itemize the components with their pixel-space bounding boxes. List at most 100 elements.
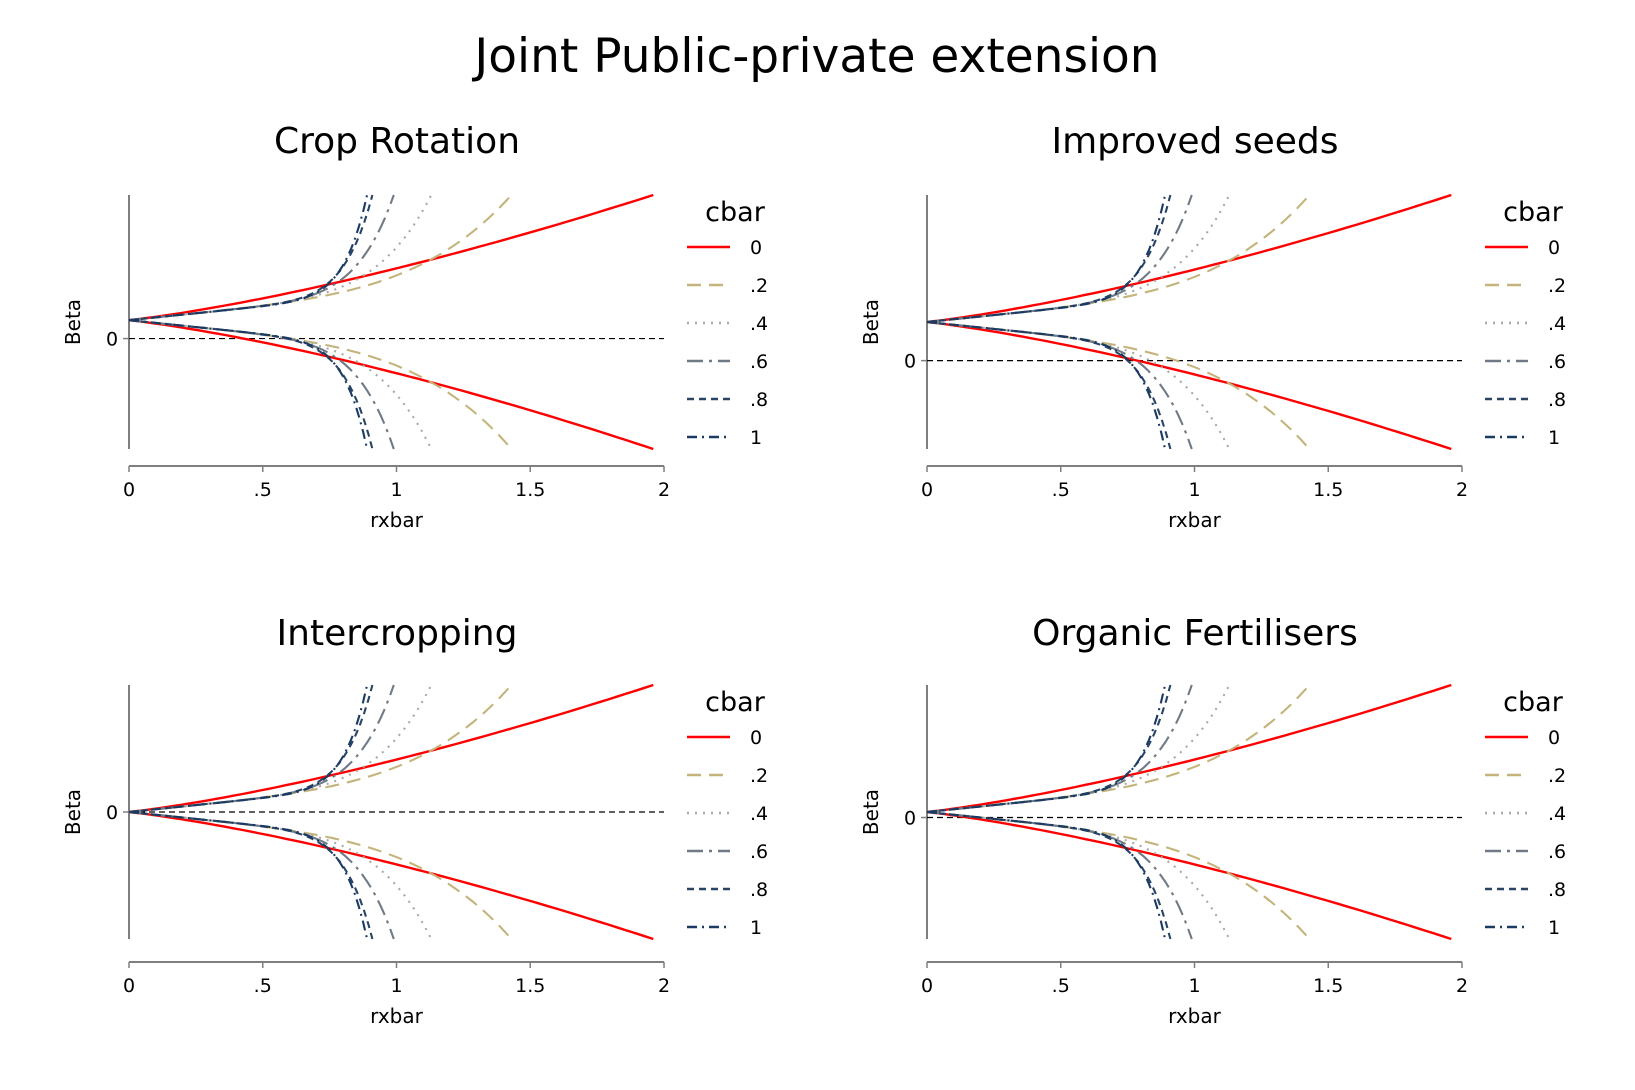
- series-line-cbar-p4-upper: [128, 194, 433, 322]
- series-line-cbar-0-upper: [128, 193, 654, 322]
- legend: cbar 0 .2 .4 .6 .8 1: [1485, 197, 1566, 449]
- series-line-cbar-0-upper: [926, 683, 1452, 814]
- series-line-cbar-p8-lower: [926, 320, 1172, 450]
- series-line-cbar-p6-upper: [128, 684, 395, 814]
- series-line-cbar-p2-lower: [926, 810, 1311, 940]
- panel-4: Organic Fertilisers 0 Beta 0 .5 1 1.5 2 rxbar cba…: [859, 613, 1566, 1028]
- series-line-cbar-0-lower: [128, 319, 654, 451]
- series-line-cbar-p8-lower: [926, 810, 1172, 940]
- series-line-cbar-0-lower: [926, 810, 1452, 941]
- y-axis-label: Beta: [859, 789, 883, 835]
- x-tick-label: 1.5: [1313, 479, 1343, 501]
- series-line-cbar-1-lower: [128, 810, 369, 940]
- legend-label: .8: [750, 389, 768, 411]
- series-line-cbar-p4-lower: [926, 320, 1231, 450]
- legend: cbar 0 .2 .4 .6 .8 1: [687, 687, 768, 939]
- series-line-cbar-p6-upper: [128, 194, 395, 322]
- x-tick-label: 1: [1188, 479, 1200, 501]
- legend-label: .2: [750, 765, 768, 787]
- series-line-cbar-p4-upper: [926, 684, 1231, 814]
- x-tick-label: 1: [1188, 975, 1200, 997]
- series-line-cbar-1-upper: [926, 194, 1167, 324]
- legend-label: .8: [1548, 879, 1566, 901]
- series-line-cbar-p8-lower: [128, 319, 374, 450]
- x-tick-label: 0: [123, 975, 135, 997]
- legend-label: 0: [750, 237, 762, 259]
- legend-label: .4: [1548, 803, 1566, 825]
- panel-title: Organic Fertilisers: [1032, 613, 1358, 654]
- x-tick-label: 0: [123, 479, 135, 501]
- series-line-cbar-1-upper: [128, 684, 369, 814]
- series-line-cbar-1-lower: [926, 320, 1167, 450]
- series-line-cbar-1-upper: [926, 684, 1167, 814]
- series-line-cbar-p8-upper: [128, 194, 374, 322]
- x-axis-label: rxbar: [370, 1004, 423, 1028]
- series-line-cbar-1-lower: [926, 810, 1167, 940]
- x-tick-label: 0: [921, 479, 933, 501]
- series-line-cbar-p2-upper: [926, 194, 1311, 324]
- series-line-cbar-p2-upper: [926, 684, 1311, 814]
- legend-label: .4: [750, 313, 768, 335]
- series-line-cbar-p2-upper: [128, 684, 513, 814]
- legend-label: .4: [750, 803, 768, 825]
- legend-label: .8: [1548, 389, 1566, 411]
- legend-label: .2: [750, 275, 768, 297]
- y-axis-label: Beta: [61, 789, 85, 835]
- series-line-cbar-p8-lower: [128, 810, 374, 940]
- panel-1: Crop Rotation 0 Beta 0 .5 1 1.5 2 rxbar cbar 0 .2 .4…: [61, 121, 768, 532]
- legend-label: 0: [1548, 237, 1560, 259]
- panel-3: Intercropping 0 Beta 0 .5 1 1.5 2 rxbar cbar 0 .2 .4…: [61, 613, 768, 1028]
- y-axis-label: Beta: [859, 299, 883, 345]
- legend-title: cbar: [1503, 687, 1564, 718]
- series-line-cbar-p4-lower: [128, 810, 433, 940]
- x-tick-label: .5: [1052, 975, 1070, 997]
- x-tick-label: 2: [658, 975, 670, 997]
- legend-label: .8: [750, 879, 768, 901]
- series-line-cbar-p6-lower: [128, 319, 395, 450]
- series-line-cbar-p4-upper: [128, 684, 433, 814]
- legend: cbar 0 .2 .4 .6 .8 1: [1485, 687, 1566, 939]
- series-line-cbar-p8-upper: [128, 684, 374, 814]
- x-tick-label: 0: [921, 975, 933, 997]
- x-tick-label: 1: [390, 975, 402, 997]
- legend-label: .6: [750, 351, 768, 373]
- series-line-cbar-p8-upper: [926, 194, 1172, 324]
- series-line-cbar-0-upper: [926, 193, 1452, 324]
- series-line-cbar-p4-lower: [128, 319, 433, 450]
- y-tick-label: 0: [106, 329, 118, 351]
- x-tick-label: 1.5: [1313, 975, 1343, 997]
- y-tick-label: 0: [106, 802, 118, 824]
- legend-label: .4: [1548, 313, 1566, 335]
- legend: cbar 0 .2 .4 .6 .8 1: [687, 197, 768, 449]
- series-line-cbar-p6-lower: [128, 810, 395, 940]
- panel-2: Improved seeds 0 Beta 0 .5 1 1.5 2 rxbar cbar 0 .2.…: [859, 121, 1566, 532]
- legend-label: .2: [1548, 765, 1566, 787]
- x-tick-label: 2: [1456, 975, 1468, 997]
- y-tick-label: 0: [904, 808, 916, 830]
- series-line-cbar-p2-lower: [128, 810, 513, 940]
- series-line-cbar-p8-upper: [926, 684, 1172, 814]
- series-line-cbar-0-lower: [128, 810, 654, 941]
- figure-title: Joint Public-private extension: [471, 29, 1159, 84]
- legend-label: .6: [1548, 841, 1566, 863]
- x-axis-label: rxbar: [1168, 1004, 1221, 1028]
- legend-label: .6: [750, 841, 768, 863]
- series-line-cbar-p6-lower: [926, 810, 1193, 940]
- series-line-cbar-p6-upper: [926, 194, 1193, 324]
- legend-title: cbar: [705, 687, 766, 718]
- series-line-cbar-1-upper: [128, 194, 369, 322]
- x-tick-label: 2: [1456, 479, 1468, 501]
- series-line-cbar-p6-upper: [926, 684, 1193, 814]
- legend-label: .6: [1548, 351, 1566, 373]
- legend-label: 1: [1548, 917, 1560, 939]
- series-line-cbar-p2-upper: [128, 194, 513, 322]
- series-line-cbar-p6-lower: [926, 320, 1193, 450]
- legend-label: .2: [1548, 275, 1566, 297]
- series-line-cbar-p2-lower: [926, 320, 1311, 450]
- y-tick-label: 0: [904, 351, 916, 373]
- series-line-cbar-p4-upper: [926, 194, 1231, 324]
- x-tick-label: 1.5: [515, 975, 545, 997]
- x-tick-label: .5: [1052, 479, 1070, 501]
